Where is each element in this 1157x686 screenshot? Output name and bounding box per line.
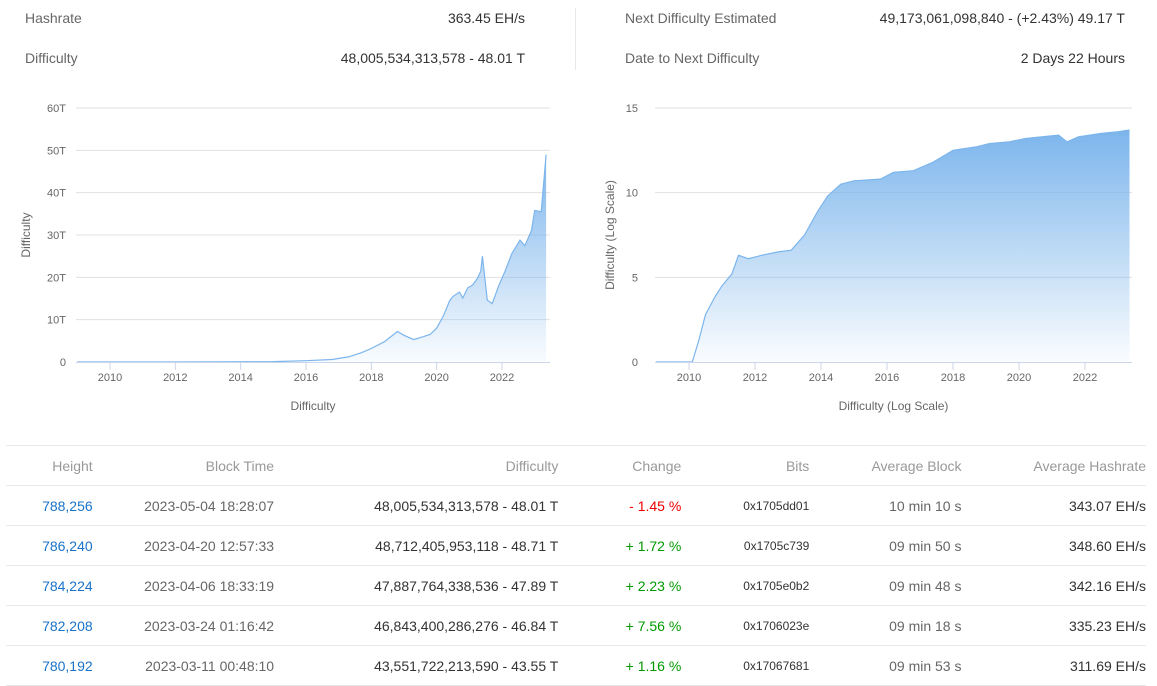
table-row: 782,208 2023-03-24 01:16:42 46,843,400,2… xyxy=(6,605,1146,646)
series-area xyxy=(77,154,547,362)
y-tick-label: 0 xyxy=(632,357,638,369)
block-height-link[interactable]: 788,256 xyxy=(42,497,93,514)
bits-cell: 0x1706023e xyxy=(681,605,810,646)
x-axis-title: Difficulty xyxy=(290,399,335,413)
difficulty-cell: 47,887,764,338,536 - 47.89 T xyxy=(274,565,559,606)
col-bits: Bits xyxy=(681,445,810,486)
x-tick-label: 2012 xyxy=(163,372,187,384)
average-block-cell: 10 min 10 s xyxy=(809,485,962,526)
block-height-link[interactable]: 786,240 xyxy=(42,537,93,554)
block-height-link[interactable]: 782,208 xyxy=(42,617,93,634)
y-axis-title: Difficulty (Log Scale) xyxy=(603,180,617,290)
table-row: 788,256 2023-05-04 18:28:07 48,005,534,3… xyxy=(6,485,1146,526)
hashrate-value: 363.45 EH/s xyxy=(447,10,525,26)
col-difficulty: Difficulty xyxy=(274,445,559,486)
block-time-cell: 2023-05-04 18:28:07 xyxy=(92,485,275,526)
difficulty-charts: 0 10T 20T 30T 40T 50T 60T 2010 2012 2014 2016 2018 2… xyxy=(19,103,1132,413)
x-tick-label: 2020 xyxy=(1007,372,1031,384)
change-cell: + 1.16 % xyxy=(558,645,682,686)
height-cell: 784,224 xyxy=(6,565,93,606)
x-tick-label: 2022 xyxy=(1073,372,1097,384)
y-tick-label: 5 xyxy=(632,272,638,284)
next-difficulty-label: Next Difficulty Estimated xyxy=(625,10,777,26)
x-tick-label: 2022 xyxy=(490,372,514,384)
table-row: 784,224 2023-04-06 18:33:19 47,887,764,3… xyxy=(6,565,1146,606)
divider xyxy=(575,8,576,70)
difficulty-cell: 48,005,534,313,578 - 48.01 T xyxy=(274,485,559,526)
bits-cell: 0x1705e0b2 xyxy=(681,565,810,606)
difficulty-table: Height Block Time Difficulty Change Bits… xyxy=(6,445,1146,686)
table-row: 780,192 2023-03-11 00:48:10 43,551,722,2… xyxy=(6,645,1146,686)
difficulty-value: 48,005,534,313,578 - 48.01 T xyxy=(340,50,525,66)
average-hashrate-cell: 348.60 EH/s xyxy=(961,525,1146,566)
y-tick-label: 50T xyxy=(47,145,66,157)
x-tick-label: 2020 xyxy=(424,372,448,384)
y-tick-label: 10 xyxy=(626,188,638,200)
block-time-cell: 2023-04-20 12:57:33 xyxy=(92,525,275,566)
y-tick-label: 20T xyxy=(47,272,66,284)
x-tick-label: 2014 xyxy=(228,372,252,384)
y-tick-label: 60T xyxy=(47,103,66,115)
x-tick-label: 2018 xyxy=(359,372,383,384)
average-hashrate-cell: 335.23 EH/s xyxy=(961,605,1146,646)
average-block-cell: 09 min 53 s xyxy=(809,645,962,686)
bits-cell: 0x17067681 xyxy=(681,645,810,686)
change-cell: + 7.56 % xyxy=(558,605,682,646)
change-cell: + 1.72 % xyxy=(558,525,682,566)
x-tick-label: 2012 xyxy=(743,372,767,384)
x-tick-label: 2016 xyxy=(875,372,899,384)
series-line xyxy=(77,154,547,363)
average-block-cell: 09 min 48 s xyxy=(809,565,962,606)
average-hashrate-cell: 311.69 EH/s xyxy=(961,645,1146,686)
block-time-cell: 2023-03-24 01:16:42 xyxy=(92,605,275,646)
col-height: Height xyxy=(6,445,93,486)
y-tick-label: 10T xyxy=(47,315,66,327)
bits-cell: 0x1705c739 xyxy=(681,525,810,566)
col-average-block: Average Block xyxy=(809,445,962,486)
block-height-link[interactable]: 784,224 xyxy=(42,577,93,594)
col-change: Change xyxy=(558,445,682,486)
x-tick-label: 2016 xyxy=(294,372,318,384)
height-cell: 788,256 xyxy=(6,485,93,526)
date-next-label: Date to Next Difficulty xyxy=(625,50,760,66)
x-tick-label: 2010 xyxy=(98,372,122,384)
col-block-time: Block Time xyxy=(92,445,275,486)
change-cell: + 2.23 % xyxy=(558,565,682,606)
y-tick-label: 30T xyxy=(47,230,66,242)
y-tick-label: 40T xyxy=(47,188,66,200)
change-cell: - 1.45 % xyxy=(558,485,682,526)
hashrate-label: Hashrate xyxy=(25,10,82,26)
next-difficulty-value: 49,173,061,098,840 - (+2.43%) 49.17 T xyxy=(879,10,1125,26)
series-area xyxy=(656,130,1130,362)
x-tick-label: 2018 xyxy=(941,372,965,384)
block-height-link[interactable]: 780,192 xyxy=(42,657,93,674)
x-tick-label: 2010 xyxy=(677,372,701,384)
col-average-hashrate: Average Hashrate xyxy=(961,445,1146,486)
difficulty-cell: 48,712,405,953,118 - 48.71 T xyxy=(274,525,559,566)
block-time-cell: 2023-04-06 18:33:19 xyxy=(92,565,275,606)
series-line xyxy=(656,129,1130,363)
average-hashrate-cell: 342.16 EH/s xyxy=(961,565,1146,606)
average-hashrate-cell: 343.07 EH/s xyxy=(961,485,1146,526)
bits-cell: 0x1705dd01 xyxy=(681,485,810,526)
height-cell: 786,240 xyxy=(6,525,93,566)
difficulty-label: Difficulty xyxy=(25,50,78,66)
y-tick-label: 15 xyxy=(626,103,638,115)
y-tick-label: 0 xyxy=(60,357,66,369)
height-cell: 780,192 xyxy=(6,645,93,686)
average-block-cell: 09 min 18 s xyxy=(809,605,962,646)
x-tick-label: 2014 xyxy=(809,372,833,384)
difficulty-cell: 43,551,722,213,590 - 43.55 T xyxy=(274,645,559,686)
y-axis-title: Difficulty xyxy=(19,212,33,257)
x-axis-title: Difficulty (Log Scale) xyxy=(839,399,949,413)
average-block-cell: 09 min 50 s xyxy=(809,525,962,566)
table-header: Height Block Time Difficulty Change Bits… xyxy=(6,445,1146,486)
table-row: 786,240 2023-04-20 12:57:33 48,712,405,9… xyxy=(6,525,1146,566)
height-cell: 782,208 xyxy=(6,605,93,646)
date-next-value: 2 Days 22 Hours xyxy=(1020,50,1125,66)
difficulty-cell: 46,843,400,286,276 - 46.84 T xyxy=(274,605,559,646)
block-time-cell: 2023-03-11 00:48:10 xyxy=(92,645,275,686)
